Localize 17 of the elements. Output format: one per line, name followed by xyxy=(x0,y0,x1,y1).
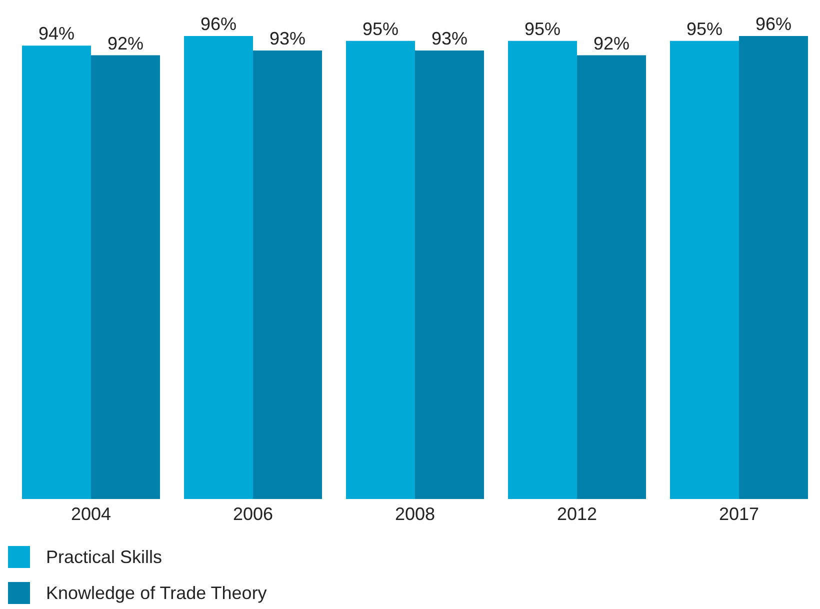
legend-label: Practical Skills xyxy=(46,546,162,568)
data-label: 95% xyxy=(524,18,561,39)
data-label: 95% xyxy=(362,18,399,39)
x-tick-label: 2004 xyxy=(70,504,112,524)
data-label: 94% xyxy=(38,24,75,44)
data-label: 93% xyxy=(269,28,306,48)
data-label: 93% xyxy=(431,28,468,48)
data-label: 96% xyxy=(755,14,792,34)
x-tick-label: 2012 xyxy=(556,504,598,524)
x-tick-label: 2008 xyxy=(394,504,436,524)
x-tick-label: 2006 xyxy=(232,504,274,524)
data-label: 92% xyxy=(107,33,144,54)
x-tick-label: 2017 xyxy=(718,504,760,524)
legend-label: Knowledge of Trade Theory xyxy=(46,582,267,604)
data-label: 95% xyxy=(686,18,723,39)
data-label: 96% xyxy=(200,14,237,34)
data-label: 92% xyxy=(593,33,630,54)
